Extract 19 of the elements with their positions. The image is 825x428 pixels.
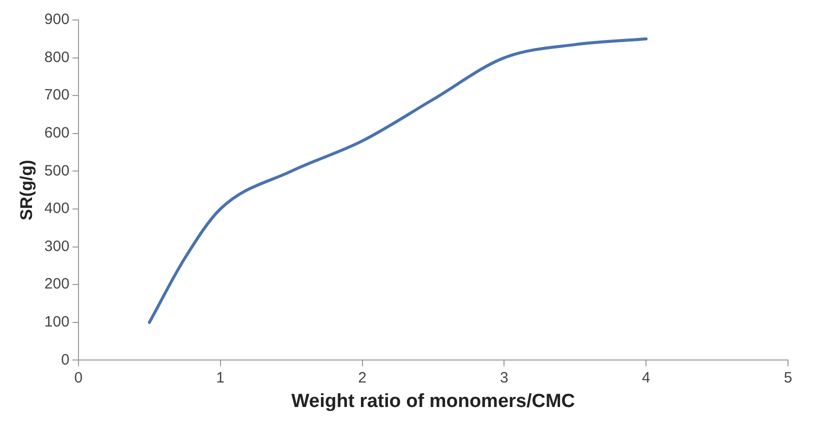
- x-tick-label: 1: [216, 369, 225, 386]
- x-tick-label: 3: [500, 369, 508, 386]
- y-tick-label: 800: [44, 48, 70, 66]
- x-tick-label: 5: [784, 369, 792, 386]
- y-tick-label: 500: [44, 162, 70, 180]
- y-tick-label: 100: [44, 314, 70, 331]
- x-axis-title: Weight ratio of monomers/CMC: [291, 390, 576, 412]
- y-tick-label: 200: [44, 276, 70, 293]
- y-tick-label: 900: [44, 11, 70, 28]
- y-axis-title: SR(g/g): [16, 160, 36, 220]
- x-tick-label: 2: [358, 369, 366, 386]
- x-tick-label: 4: [642, 369, 650, 386]
- line-series: [148, 37, 648, 324]
- y-tick-label: 300: [44, 238, 70, 255]
- y-tick-label: 400: [44, 200, 70, 218]
- y-tick-label: 600: [44, 124, 70, 142]
- y-tick-label: 700: [44, 86, 70, 104]
- x-tick-label: 0: [74, 369, 83, 386]
- y-tick-label: 0: [61, 351, 70, 368]
